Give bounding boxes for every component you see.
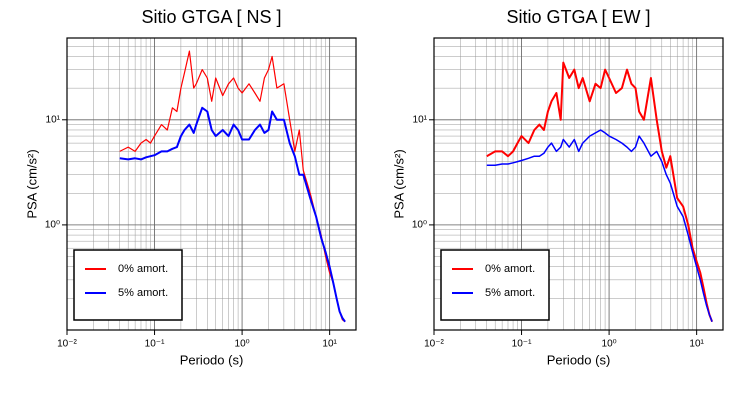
y-axis-label: PSA (cm/s²)	[391, 149, 406, 218]
series-line	[486, 61, 714, 323]
legend-box	[440, 249, 550, 321]
x-axis-label: Periodo (s)	[180, 352, 244, 367]
x-tick-label: 10⁰	[602, 339, 617, 350]
y-axis-label: PSA (cm/s²)	[24, 149, 39, 218]
y-tick-label: 10⁰	[45, 220, 60, 231]
x-tick-label: 10¹	[689, 339, 704, 350]
y-tick-label: 10⁰	[412, 220, 427, 231]
legend-label: 5% amort.	[118, 287, 168, 299]
chart-title: Sitio GTGA [ EW ]	[506, 7, 650, 27]
x-tick-label: 10⁰	[235, 339, 250, 350]
x-tick-label: 10¹	[322, 339, 337, 350]
y-tick-label: 10¹	[46, 114, 61, 125]
legend-label: 0% amort.	[485, 263, 535, 275]
chart-title: Sitio GTGA [ NS ]	[141, 7, 281, 27]
plot-frame	[66, 37, 357, 331]
plot-frame	[433, 37, 724, 331]
legend-label: 5% amort.	[485, 287, 535, 299]
x-tick-label: 10⁻²	[424, 339, 444, 350]
legend-label: 0% amort.	[118, 263, 168, 275]
x-tick-label: 10⁻¹	[512, 339, 532, 350]
x-tick-label: 10⁻²	[57, 339, 77, 350]
legend-box	[73, 249, 183, 321]
x-tick-label: 10⁻¹	[145, 339, 165, 350]
series-line	[486, 129, 713, 322]
x-axis-label: Periodo (s)	[547, 352, 611, 367]
series-line	[119, 106, 346, 323]
y-tick-label: 10¹	[413, 114, 428, 125]
